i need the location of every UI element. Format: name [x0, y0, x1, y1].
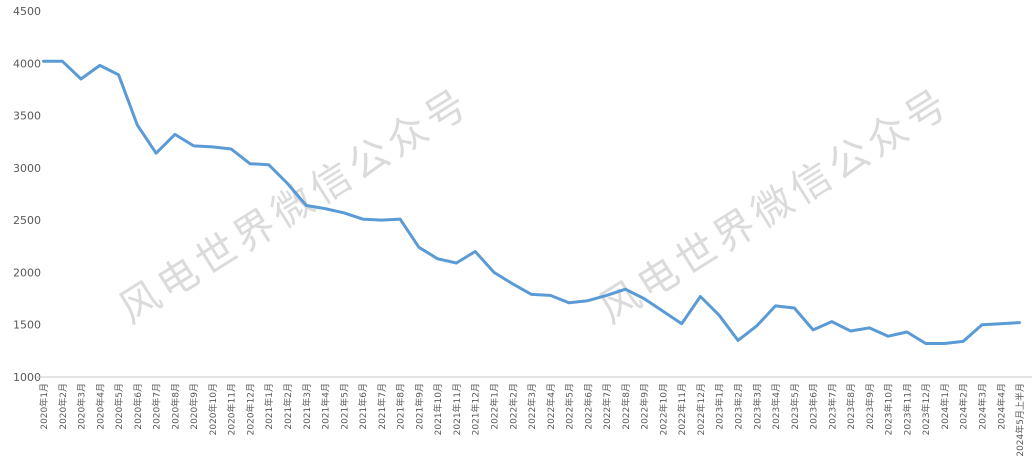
x-axis-tick-label: 2022年12月	[695, 383, 707, 435]
x-axis-tick-label: 2021年6月	[357, 383, 369, 430]
x-axis-tick-label: 2021年11月	[451, 383, 463, 435]
x-axis-tick-label: 2022年2月	[507, 383, 519, 430]
x-axis-tick-label: 2023年2月	[732, 383, 744, 430]
x-axis-tick-label: 2020年3月	[76, 383, 88, 430]
x-axis-tick-label: 2022年11月	[676, 383, 688, 435]
x-axis-tick-label: 2020年8月	[169, 383, 181, 430]
x-axis-tick-label: 2022年7月	[601, 383, 613, 430]
x-axis-tick-label: 2024年5月上半月	[1014, 383, 1026, 457]
x-axis-tick-label: 2023年11月	[901, 383, 913, 435]
x-axis-tick-label: 2020年7月	[151, 383, 163, 430]
x-axis-tick-label: 2020年5月	[113, 383, 125, 430]
x-axis-tick-label: 2023年10月	[883, 383, 895, 435]
x-axis-tick-label: 2020年9月	[188, 383, 200, 430]
y-axis-tick-label: 4500	[13, 5, 41, 18]
x-axis-tick-label: 2022年4月	[545, 383, 557, 430]
x-axis-tick-label: 2023年9月	[864, 383, 876, 430]
y-axis-tick-label: 2500	[13, 214, 41, 227]
x-axis-tick-label: 2024年4月	[995, 383, 1007, 430]
y-axis-tick-label: 3500	[13, 110, 41, 123]
x-axis-tick-label: 2024年3月	[977, 383, 989, 430]
x-axis-tick-label: 2022年10月	[657, 383, 669, 435]
x-axis-tick-label: 2021年8月	[395, 383, 407, 430]
x-axis-tick-label: 2023年8月	[845, 383, 857, 430]
x-axis-tick-label: 2022年5月	[564, 383, 576, 430]
x-axis-tick-label: 2023年6月	[808, 383, 820, 430]
x-axis-tick-label: 2021年1月	[263, 383, 275, 430]
x-axis-tick-label: 2020年4月	[94, 383, 106, 430]
x-axis-tick-label: 2021年5月	[338, 383, 350, 430]
x-axis-tick-label: 2021年9月	[413, 383, 425, 430]
x-axis-tick-label: 2021年12月	[470, 383, 482, 435]
x-axis-tick-label: 2020年1月	[38, 383, 50, 430]
x-axis-tick-label: 2020年6月	[132, 383, 144, 430]
price-line-series	[42, 59, 1021, 345]
x-axis-tick-label: 2021年3月	[301, 383, 313, 430]
y-axis-tick-label: 2000	[13, 266, 41, 279]
x-axis-tick-label: 2022年6月	[582, 383, 594, 430]
x-axis-tick-label: 2023年7月	[826, 383, 838, 430]
watermark-text-1: 风电世界微信公众号	[111, 79, 479, 333]
x-axis-tick-label: 2021年4月	[320, 383, 332, 430]
x-axis-tick-label: 2023年5月	[789, 383, 801, 430]
y-axis-tick-label: 1000	[13, 371, 41, 384]
x-axis-tick-label: 2022年9月	[639, 383, 651, 430]
x-axis-tick-label: 2020年2月	[57, 383, 69, 430]
x-axis-tick-label: 2023年3月	[751, 383, 763, 430]
x-axis-tick-label: 2020年11月	[226, 383, 238, 435]
x-axis-tick-label: 2021年10月	[432, 383, 444, 435]
x-axis-tick-label: 2022年1月	[488, 383, 500, 430]
x-axis-tick-label: 2020年12月	[244, 383, 256, 435]
x-axis-tick-label: 2021年2月	[282, 383, 294, 430]
x-axis-tick-label: 2022年8月	[620, 383, 632, 430]
x-axis-tick-label: 2023年12月	[920, 383, 932, 435]
x-axis-tick-label: 2022年3月	[526, 383, 538, 430]
x-axis-tick-label: 2020年10月	[207, 383, 219, 435]
y-axis-tick-label: 1500	[13, 319, 41, 332]
watermark-text-2: 风电世界微信公众号	[591, 79, 959, 333]
x-axis-tick-label: 2024年2月	[958, 383, 970, 430]
y-axis-tick-label: 4000	[13, 57, 41, 70]
x-axis-tick-label: 2023年1月	[714, 383, 726, 430]
y-axis-tick-label: 3000	[13, 162, 41, 175]
x-axis-tick-label: 2024年1月	[939, 383, 951, 430]
x-axis-tick-label: 2023年4月	[770, 383, 782, 430]
x-axis-tick-label: 2021年7月	[376, 383, 388, 430]
